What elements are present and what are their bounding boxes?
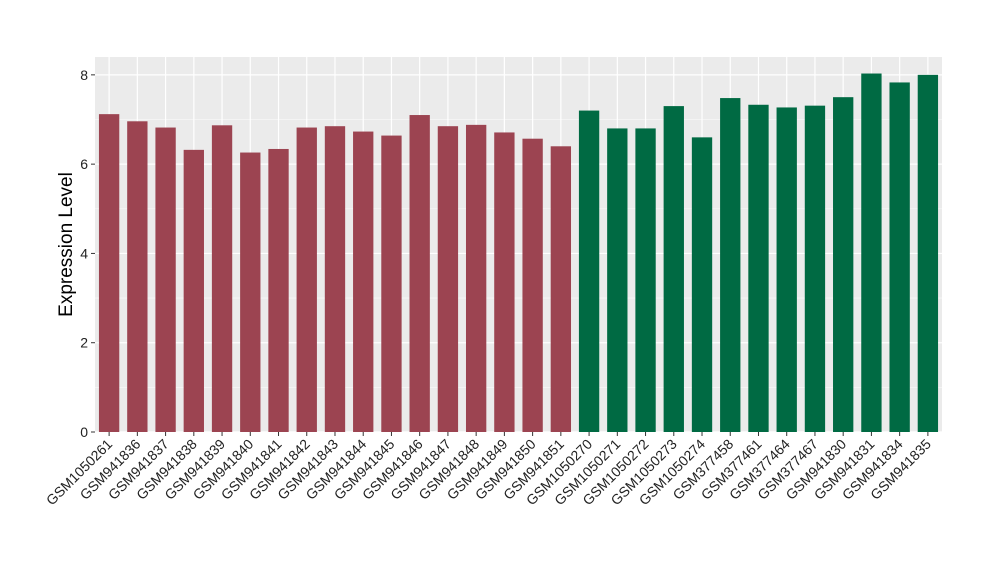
minor-gridlines [95,119,942,388]
bar-GSM941837 [155,127,176,433]
bar-GSM941838 [183,149,204,432]
bar-GSM941836 [127,121,148,433]
bar-GSM941851 [550,146,572,433]
bar-GSM1050272 [635,128,656,432]
bar-GSM941847 [437,126,459,433]
bar-GSM941845 [381,135,402,433]
bar-GSM1050273 [663,106,684,432]
bar-GSM941831 [861,73,882,433]
bar-GSM941844 [353,131,374,432]
bar-GSM1050270 [578,110,600,433]
bar-GSM941841 [268,148,289,432]
bar-GSM377461 [748,104,769,433]
bars [98,73,939,433]
y-tick-label: 4 [80,245,88,261]
y-tick-label: 2 [80,335,88,351]
bar-GSM941846 [409,115,430,433]
y-axis: 0 2 4 6 8 [80,67,95,440]
bar-GSM941850 [522,138,543,433]
bar-GSM941842 [296,127,317,433]
y-tick-label: 8 [80,67,88,83]
bar-GSM377458 [720,98,741,433]
bar-GSM377464 [776,107,797,433]
x-axis: GSM1050261GSM941836GSM941837GSM941838GSM… [43,432,934,508]
bar-GSM941840 [240,152,261,433]
bar-GSM941835 [917,74,939,432]
y-tick-label: 6 [80,156,88,172]
bar-GSM1050274 [691,137,713,432]
bar-GSM941839 [211,125,233,432]
bar-GSM941848 [465,124,487,432]
bar-GSM1050271 [607,128,628,432]
bar-GSM377467 [804,105,826,433]
bar-GSM941843 [324,126,346,433]
y-tick-label: 0 [80,424,88,440]
bar-GSM941830 [833,97,854,432]
y-axis-title: Expression Level [56,172,77,317]
bar-GSM941834 [889,82,910,433]
bar-GSM1050261 [98,114,120,433]
bar-GSM941849 [494,132,515,433]
